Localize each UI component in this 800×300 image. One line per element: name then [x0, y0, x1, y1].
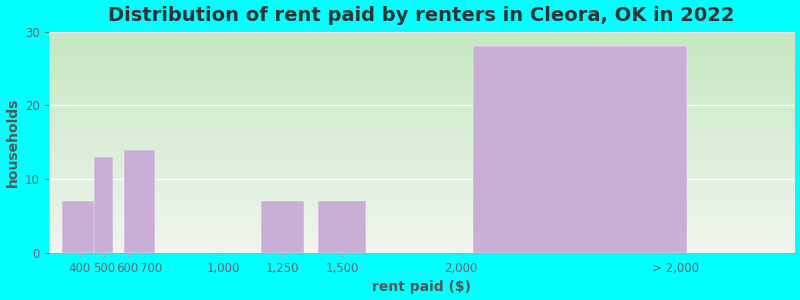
X-axis label: rent paid ($): rent paid ($): [372, 280, 471, 294]
Bar: [94, 157, 114, 253]
Bar: [62, 201, 98, 253]
Title: Distribution of rent paid by renters in Cleora, OK in 2022: Distribution of rent paid by renters in …: [109, 6, 735, 25]
Bar: [473, 46, 687, 253]
Bar: [124, 150, 155, 253]
Bar: [261, 201, 304, 253]
Y-axis label: households: households: [6, 98, 19, 187]
Bar: [318, 201, 366, 253]
